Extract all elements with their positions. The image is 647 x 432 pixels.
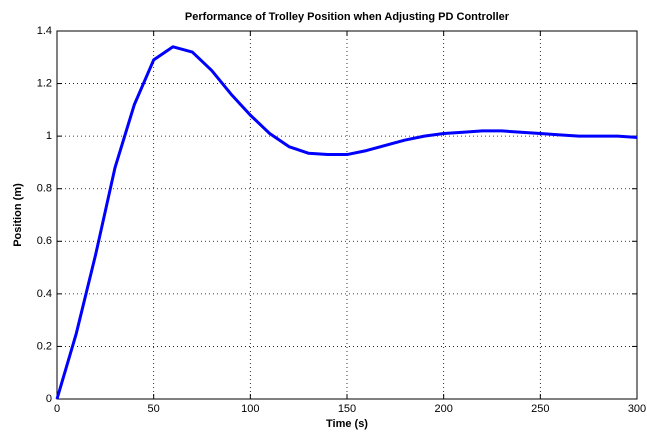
x-tick-label: 300	[628, 403, 646, 415]
x-axis-label: Time (s)	[326, 418, 368, 430]
x-tick-label: 0	[54, 403, 60, 415]
y-tick-label: 0.4	[37, 288, 52, 300]
axes-box	[56, 30, 638, 400]
y-tick-label: 0	[46, 393, 52, 405]
y-tick-label: 0.2	[37, 340, 52, 352]
x-tick-label: 150	[338, 403, 356, 415]
chart-title: Performance of Trolley Position when Adj…	[185, 11, 510, 23]
y-tick-label: 0.6	[37, 235, 52, 247]
y-tick-label: 1	[46, 130, 52, 142]
y-tick-label: 0.8	[37, 183, 52, 195]
data-line	[55, 45, 638, 400]
x-tick-label: 50	[148, 403, 160, 415]
y-axis-label: Position (m)	[12, 183, 24, 247]
x-tick-label: 200	[434, 403, 452, 415]
x-tick-label: 250	[531, 403, 549, 415]
x-tick-label: 100	[241, 403, 259, 415]
y-tick-label: 1.2	[37, 77, 52, 89]
y-tick-label: 1.4	[37, 25, 52, 37]
